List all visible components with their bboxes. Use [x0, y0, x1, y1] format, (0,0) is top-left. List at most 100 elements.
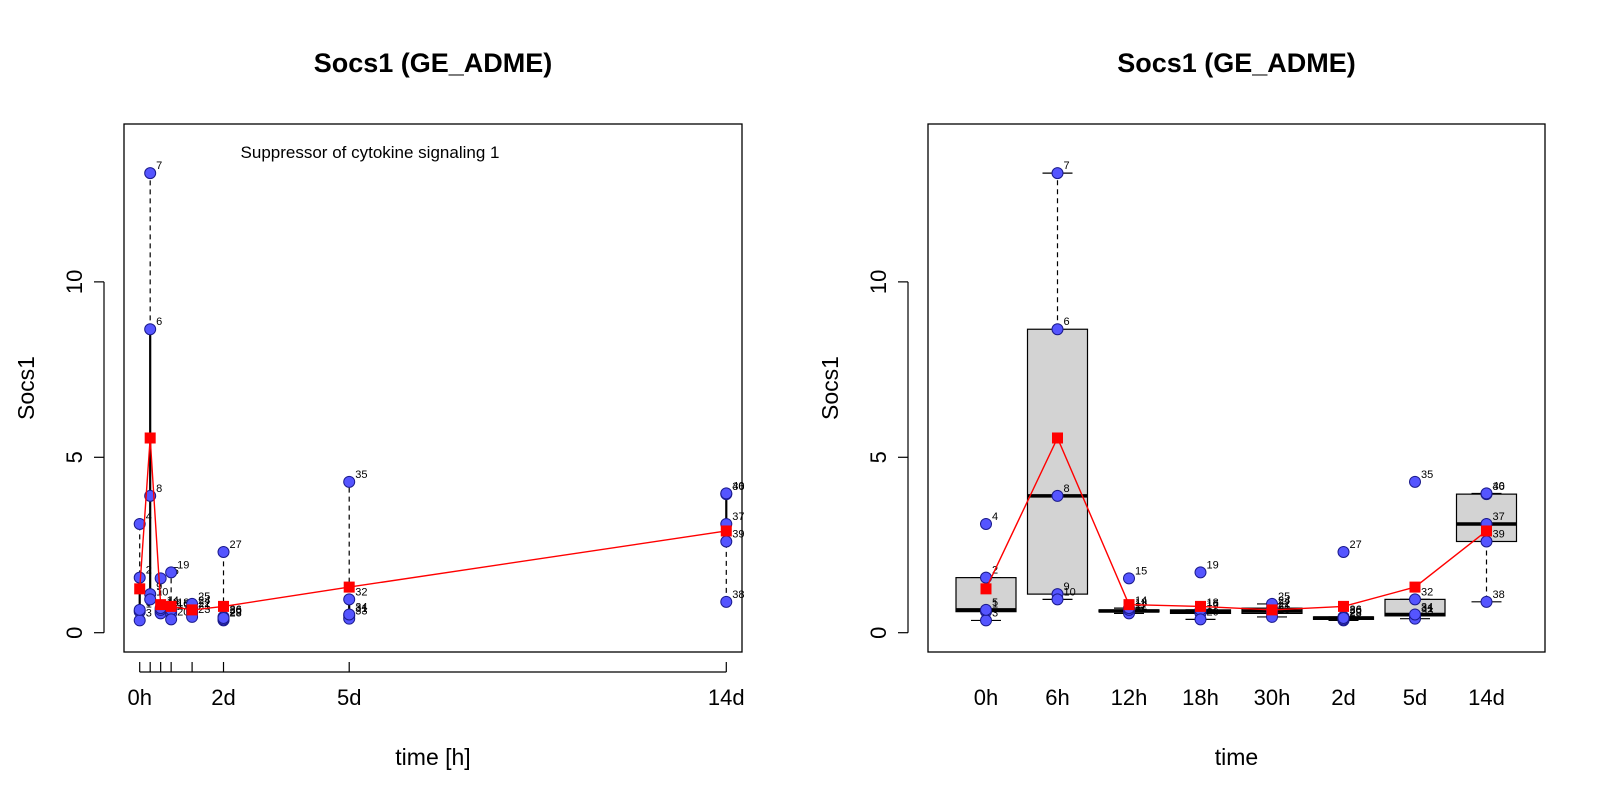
right-data-point — [980, 517, 992, 530]
left-data-point — [217, 611, 230, 624]
right-point-label: 13 — [1135, 597, 1147, 609]
left-point-label: 37 — [732, 511, 744, 523]
left-mean-marker — [155, 599, 167, 611]
right-data-point — [1194, 566, 1207, 579]
right-data-point — [1123, 572, 1135, 585]
right-y-tick-label: 5 — [866, 451, 891, 463]
right-point-label: 6 — [1064, 316, 1070, 328]
left-point-label: 23 — [198, 604, 210, 616]
right-x-tick-label: 0h — [974, 685, 998, 710]
right-point-label: 1 — [992, 599, 998, 611]
right-point-label: 28 — [1350, 607, 1362, 619]
left-point-label: 24 — [198, 595, 210, 607]
right-point-label: 15 — [1135, 565, 1147, 577]
left-data-point — [720, 487, 733, 500]
left-point-label: 22 — [198, 598, 210, 610]
right-data-point — [1337, 546, 1350, 559]
left-data-point — [154, 572, 167, 585]
left-point-label: 32 — [355, 586, 367, 598]
right-point-label: 34 — [1421, 601, 1433, 613]
left-point-label: 2 — [146, 565, 152, 577]
right-data-point — [1409, 593, 1421, 606]
left-data-point — [144, 593, 157, 606]
left-x-tick-label: 2d — [211, 685, 235, 710]
right-point-label: 14 — [1135, 595, 1147, 607]
left-x-tick-label: 0h — [127, 685, 151, 710]
left-mean-marker — [218, 600, 230, 612]
left-mean-marker — [165, 600, 177, 612]
right-point-label: 25 — [1278, 591, 1290, 603]
right-point-label: 26 — [1350, 604, 1362, 616]
left-data-point — [133, 614, 146, 627]
right-x-axis-label: time — [1215, 744, 1258, 770]
left-point-label: 30 — [230, 605, 242, 617]
right-point-label: 29 — [1350, 606, 1362, 618]
right-mean-marker — [1266, 604, 1278, 616]
left-point-label: 33 — [355, 606, 367, 618]
right-point-label: 35 — [1421, 469, 1433, 481]
left-data-point — [133, 517, 146, 530]
right-point-label: 10 — [1064, 586, 1076, 598]
right-mean-line — [985, 436, 1487, 611]
right-data-point — [1051, 167, 1064, 180]
left-point-label: 6 — [156, 316, 162, 328]
right-point-label: 3 — [992, 607, 998, 619]
right-y-axis-label: Socs1 — [817, 356, 843, 420]
left-data-point — [165, 613, 178, 626]
left-point-label: 3 — [146, 607, 152, 619]
right-point-label: 8 — [1064, 483, 1070, 495]
left-y-tick-label: 5 — [62, 451, 87, 463]
right-data-point — [1409, 608, 1421, 621]
right-x-tick-label: 14d — [1468, 685, 1505, 710]
right-point-label: 37 — [1493, 511, 1505, 523]
left-data-point — [144, 167, 157, 180]
left-point-label: 28 — [230, 607, 242, 619]
left-panel: Socs1 (GE_ADME)time [h] Socs1 Suppressor o… — [13, 48, 745, 770]
right-point-label: 19 — [1207, 559, 1219, 571]
right-point-label: 38 — [1493, 589, 1505, 601]
right-data-point — [1480, 487, 1493, 500]
right-x-tick-label: 2d — [1331, 685, 1355, 710]
right-x-tick-label: 12h — [1111, 685, 1148, 710]
right-point-label: 7 — [1064, 160, 1070, 172]
left-y-axis-label: Socs1 — [13, 356, 39, 420]
left-data-point — [720, 595, 733, 608]
left-point-label: 31 — [355, 603, 367, 615]
right-data-point — [1051, 323, 1064, 336]
right-data-point — [1051, 593, 1064, 606]
right-point-label: 40 — [1493, 480, 1505, 492]
left-data-point — [144, 489, 157, 502]
left-point-label: 4 — [146, 511, 152, 523]
right-title: Socs1 (GE_ADME) — [1117, 48, 1356, 78]
right-data-point — [1337, 611, 1350, 624]
left-annotation: Suppressor of cytokine signaling 1 — [241, 143, 500, 162]
right-point-label: 27 — [1350, 539, 1362, 551]
right-mean-marker — [1409, 581, 1421, 593]
left-y-tick-label: 10 — [62, 270, 87, 294]
left-point-label: 27 — [230, 539, 242, 551]
left-data-point — [720, 535, 733, 548]
left-data-point — [133, 603, 146, 616]
right-point-label: 24 — [1278, 595, 1290, 607]
left-point-label: 40 — [732, 480, 744, 492]
right-x-tick-label: 30h — [1254, 685, 1291, 710]
right-data-point — [980, 603, 992, 616]
left-point-label: 34 — [355, 601, 367, 613]
right-mean-marker — [980, 583, 992, 595]
right-data-point — [1480, 535, 1493, 548]
right-mean-marker — [1481, 525, 1492, 537]
right-x-tick-label: 18h — [1182, 685, 1219, 710]
left-data-point — [343, 475, 356, 488]
left-point-label: 26 — [230, 604, 242, 616]
left-point-label: 36 — [732, 481, 744, 493]
right-point-label: 30 — [1350, 605, 1362, 617]
right-mean-marker — [1338, 600, 1349, 612]
right-point-label: 20 — [1207, 606, 1219, 618]
left-point-label: 25 — [198, 591, 210, 603]
right-point-label: 22 — [1278, 598, 1290, 610]
left-point-label: 29 — [230, 606, 242, 618]
left-point-label: 35 — [355, 469, 367, 481]
left-mean-marker — [343, 581, 355, 593]
left-x-tick-label: 14d — [708, 685, 745, 710]
